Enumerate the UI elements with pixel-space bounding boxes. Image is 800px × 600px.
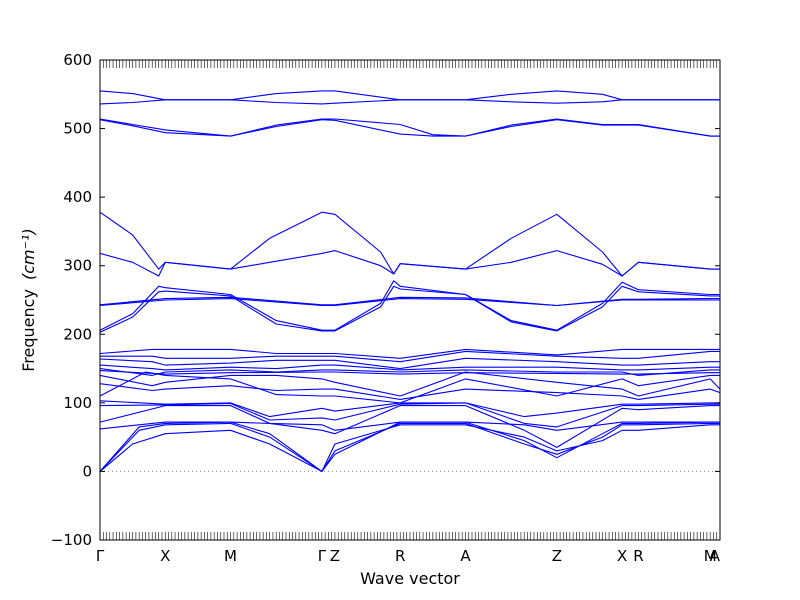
phonon-branch-25 xyxy=(99,422,720,472)
phonon-branch-6 xyxy=(99,250,720,277)
phonon-branch-17 xyxy=(99,371,721,397)
phonon-branch-18 xyxy=(99,383,721,400)
symmetry-point-label: A xyxy=(710,547,721,565)
y-tick-label: −100 xyxy=(51,531,92,549)
phonon-branch-22 xyxy=(99,405,720,448)
symmetry-point-label: Z xyxy=(552,547,562,565)
y-tick-label: 400 xyxy=(63,188,92,206)
symmetry-point-label: R xyxy=(633,547,643,565)
phonon-branch-16 xyxy=(99,370,720,375)
phonon-branch-3 xyxy=(99,118,720,137)
phonon-branch-9 xyxy=(99,296,720,307)
phonon-branch-7 xyxy=(99,280,720,331)
y-axis-title-text: Frequency xyxy=(19,289,38,372)
x-tick-labels: Γ X M Γ Z R A Z X R MA xyxy=(96,547,721,565)
phonon-branch-2 xyxy=(99,99,720,105)
phonon-branch-21 xyxy=(99,402,720,428)
y-tick-label: 500 xyxy=(63,120,92,138)
phonon-branch-8 xyxy=(99,285,720,333)
symmetry-point-label: M xyxy=(704,547,717,565)
x-axis-title: Wave vector xyxy=(360,569,460,588)
symmetry-point-label: Z xyxy=(330,547,340,565)
minor-tick-layer xyxy=(99,60,721,540)
y-tick-label: 200 xyxy=(63,325,92,343)
y-tick-label: 100 xyxy=(63,394,92,412)
phonon-branch-24 xyxy=(99,421,720,472)
phonon-branch-14 xyxy=(99,364,720,371)
phonon-branch-13 xyxy=(99,357,720,370)
phonon-branch-20 xyxy=(99,400,720,418)
phonon-branch-15 xyxy=(99,368,720,376)
phonon-branch-12 xyxy=(100,350,720,363)
symmetry-point-label: M xyxy=(224,547,237,565)
phonon-branch-4 xyxy=(99,119,720,137)
y-tick-labels: −100 0 100 200 300 400 500 600 xyxy=(51,51,92,549)
y-tick-label: 300 xyxy=(63,257,92,275)
y-tick-label: 600 xyxy=(63,51,92,69)
y-axis-title-unit: (cm⁻¹) xyxy=(19,228,38,280)
series-layer xyxy=(99,90,721,472)
phonon-branch-10 xyxy=(99,298,720,307)
phonon-branch-26 xyxy=(99,424,720,472)
symmetry-point-label: X xyxy=(160,547,170,565)
phonon-branch-11 xyxy=(99,348,720,359)
phonon-branch-19 xyxy=(99,371,720,404)
plot-frame xyxy=(99,59,721,541)
y-axis-title: Frequency (cm⁻¹) xyxy=(19,228,38,371)
symmetry-point-label: Γ xyxy=(318,547,327,565)
symmetry-point-label: A xyxy=(460,547,471,565)
symmetry-point-label: X xyxy=(617,547,627,565)
plot-area xyxy=(99,59,721,541)
symmetry-point-label: Γ xyxy=(96,547,105,565)
symmetry-point-label: R xyxy=(395,547,405,565)
y-tick-label: 0 xyxy=(82,462,92,480)
